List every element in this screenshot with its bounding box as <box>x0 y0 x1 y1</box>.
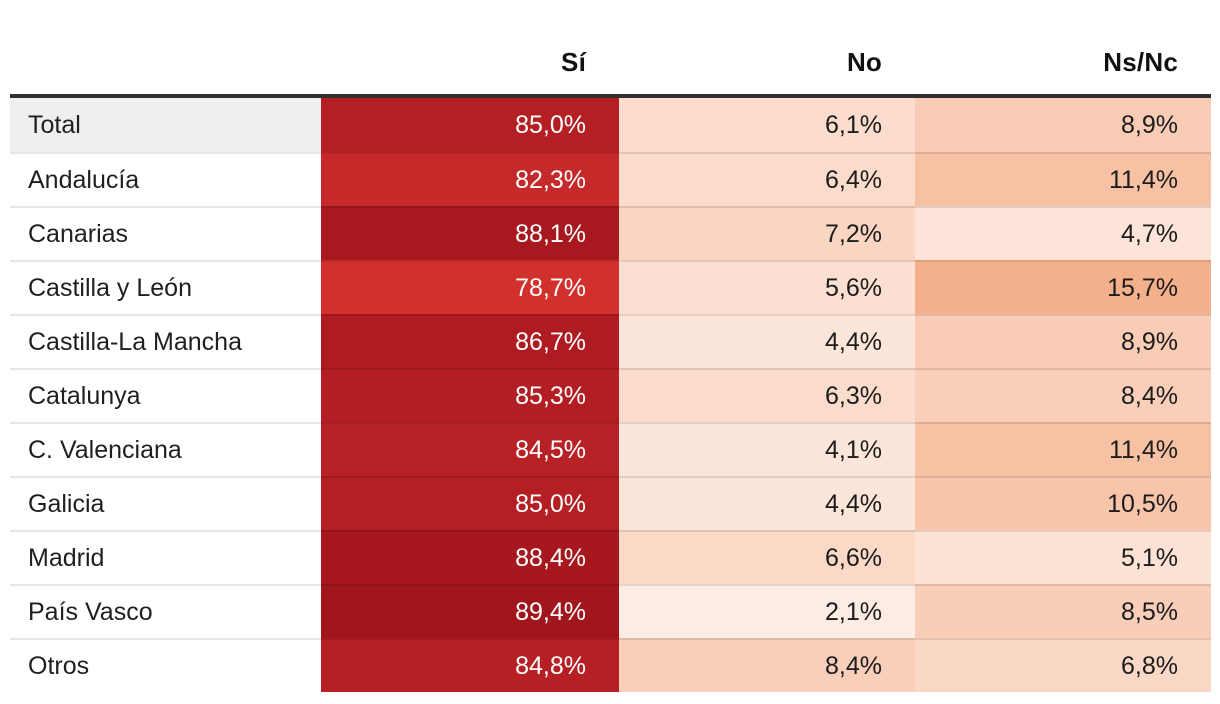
row-label: Galicia <box>10 476 321 530</box>
cell-no: 2,1% <box>619 584 915 638</box>
cell-no: 6,4% <box>619 152 915 206</box>
table-row: Madrid 88,4% 6,6% 5,1% <box>10 530 1211 584</box>
cell-no: 4,4% <box>619 314 915 368</box>
header-row: Sí No Ns/Nc <box>10 0 1211 98</box>
table-row: Andalucía 82,3% 6,4% 11,4% <box>10 152 1211 206</box>
cell-nsnc: 8,9% <box>915 98 1211 152</box>
cell-nsnc: 8,4% <box>915 368 1211 422</box>
table-row: Otros 84,8% 8,4% 6,8% <box>10 638 1211 692</box>
table-row: Catalunya 85,3% 6,3% 8,4% <box>10 368 1211 422</box>
corner-spacer <box>10 78 321 94</box>
cell-nsnc: 5,1% <box>915 530 1211 584</box>
cell-si: 85,3% <box>321 368 619 422</box>
cell-si: 84,8% <box>321 638 619 692</box>
table-row: C. Valenciana 84,5% 4,1% 11,4% <box>10 422 1211 476</box>
heatmap-table: Sí No Ns/Nc Total 85,0% 6,1% 8,9% Andalu… <box>10 0 1211 692</box>
cell-si: 88,4% <box>321 530 619 584</box>
table-row: Total 85,0% 6,1% 8,9% <box>10 98 1211 152</box>
row-label: Castilla y León <box>10 260 321 314</box>
table-row: Castilla y León 78,7% 5,6% 15,7% <box>10 260 1211 314</box>
column-header-no: No <box>846 47 882 77</box>
table-row: Castilla-La Mancha 86,7% 4,4% 8,9% <box>10 314 1211 368</box>
row-label: Total <box>10 98 321 152</box>
row-label: Andalucía <box>10 152 321 206</box>
cell-no: 8,4% <box>619 638 915 692</box>
table-row: Canarias 88,1% 7,2% 4,7% <box>10 206 1211 260</box>
cell-no: 4,1% <box>619 422 915 476</box>
cell-no: 6,6% <box>619 530 915 584</box>
cell-no: 6,3% <box>619 368 915 422</box>
cell-si: 78,7% <box>321 260 619 314</box>
cell-nsnc: 6,8% <box>915 638 1211 692</box>
cell-si: 84,5% <box>321 422 619 476</box>
row-label: Castilla-La Mancha <box>10 314 321 368</box>
cell-nsnc: 11,4% <box>915 422 1211 476</box>
cell-no: 6,1% <box>619 98 915 152</box>
row-label: Otros <box>10 638 321 692</box>
cell-nsnc: 10,5% <box>915 476 1211 530</box>
cell-no: 4,4% <box>619 476 915 530</box>
cell-nsnc: 15,7% <box>915 260 1211 314</box>
cell-si: 88,1% <box>321 206 619 260</box>
cell-si: 85,0% <box>321 98 619 152</box>
cell-nsnc: 8,9% <box>915 314 1211 368</box>
row-label: C. Valenciana <box>10 422 321 476</box>
cell-si: 86,7% <box>321 314 619 368</box>
cell-si: 89,4% <box>321 584 619 638</box>
row-label: Canarias <box>10 206 321 260</box>
column-header-si: Sí <box>561 47 586 77</box>
cell-nsnc: 8,5% <box>915 584 1211 638</box>
table-row: Galicia 85,0% 4,4% 10,5% <box>10 476 1211 530</box>
column-header-nsnc: Ns/Nc <box>1103 47 1178 77</box>
cell-si: 82,3% <box>321 152 619 206</box>
cell-no: 7,2% <box>619 206 915 260</box>
cell-nsnc: 11,4% <box>915 152 1211 206</box>
cell-si: 85,0% <box>321 476 619 530</box>
row-label: Madrid <box>10 530 321 584</box>
cell-nsnc: 4,7% <box>915 206 1211 260</box>
cell-no: 5,6% <box>619 260 915 314</box>
table-row: País Vasco 89,4% 2,1% 8,5% <box>10 584 1211 638</box>
row-label: País Vasco <box>10 584 321 638</box>
row-label: Catalunya <box>10 368 321 422</box>
